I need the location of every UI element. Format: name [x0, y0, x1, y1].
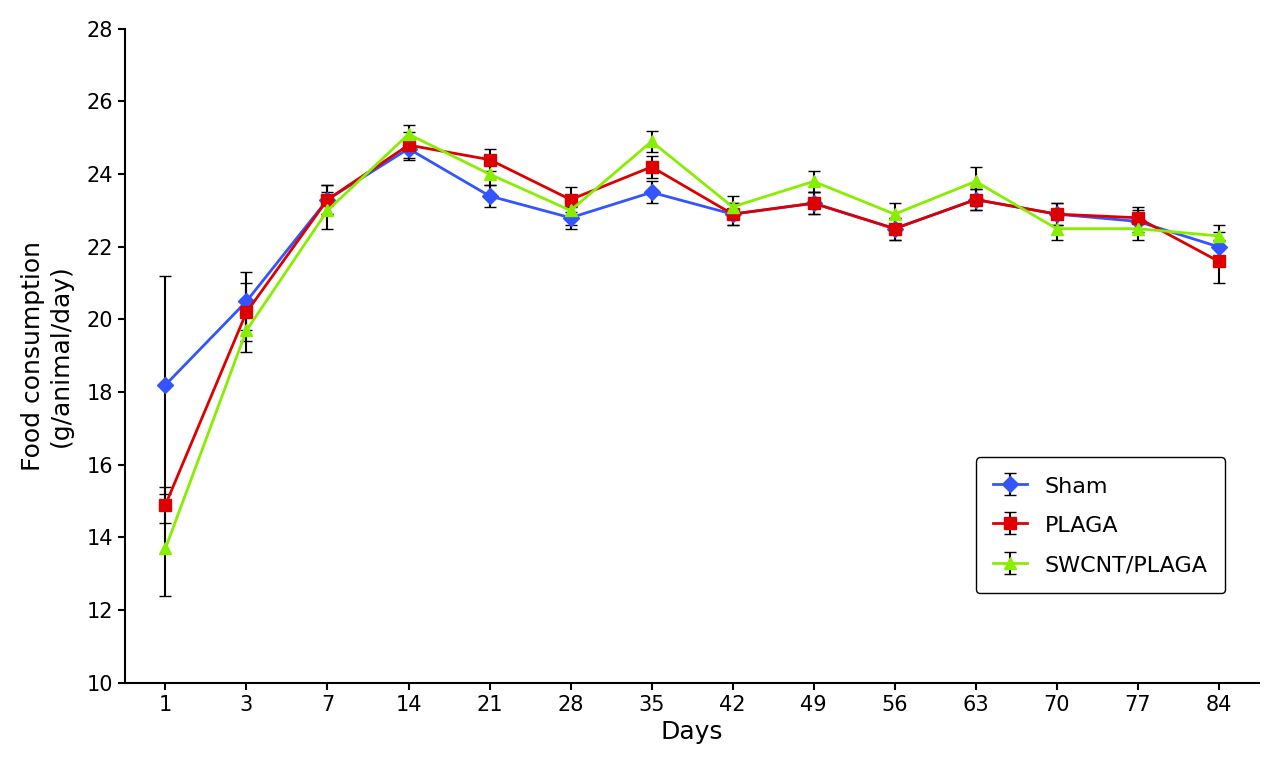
Legend: Sham, PLAGA, SWCNT/PLAGA: Sham, PLAGA, SWCNT/PLAGA [975, 457, 1225, 593]
Y-axis label: Food consumption
(g/animal/day): Food consumption (g/animal/day) [20, 241, 73, 470]
X-axis label: Days: Days [660, 720, 723, 744]
